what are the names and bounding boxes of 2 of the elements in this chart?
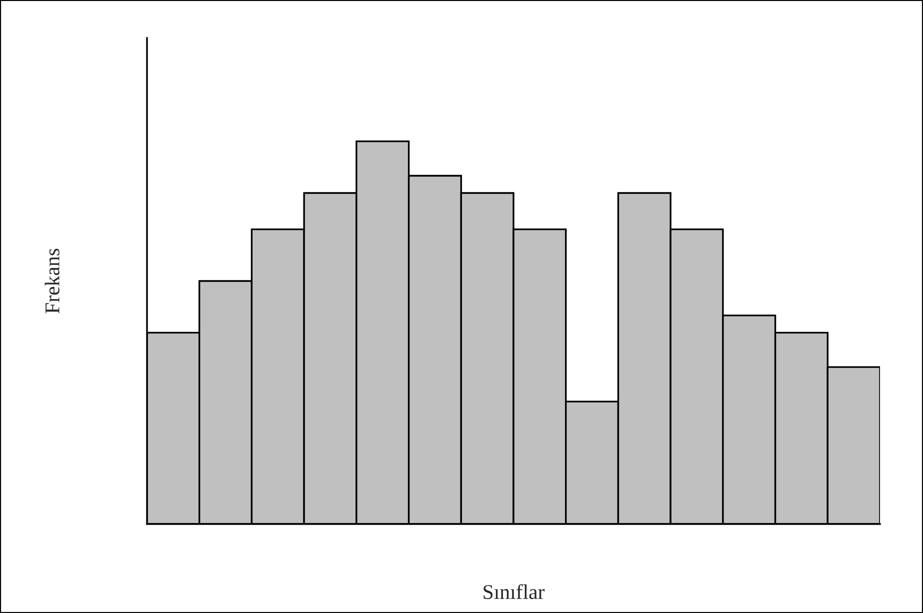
y-axis-title: Frekans [44, 248, 60, 314]
x-axis-title: Sınıflar [484, 584, 545, 600]
